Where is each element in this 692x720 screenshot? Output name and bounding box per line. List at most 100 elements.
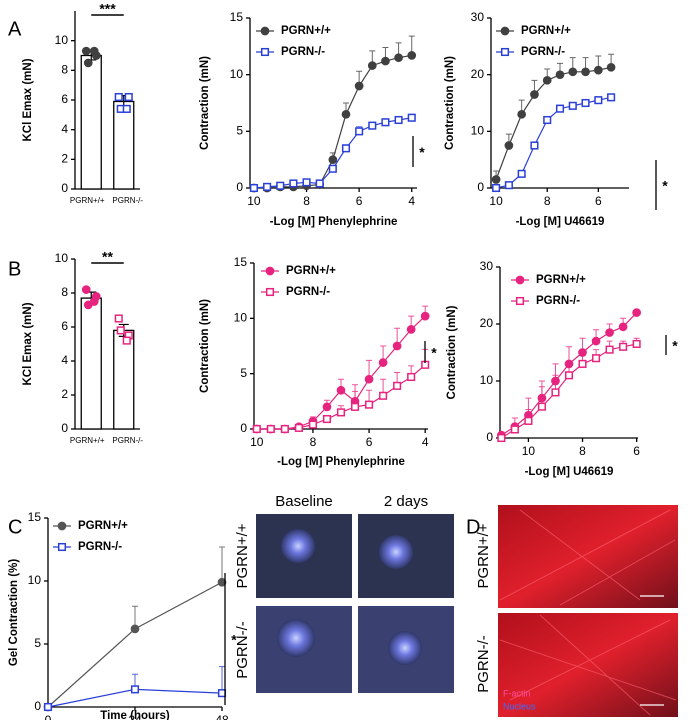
x-tick-label: 8	[544, 194, 551, 208]
point	[114, 92, 123, 102]
panel-label: B	[8, 258, 21, 280]
stain-row: PGRN+/+	[475, 523, 492, 588]
point	[392, 341, 402, 351]
point	[607, 93, 616, 102]
legend-marker	[500, 26, 510, 36]
point	[364, 374, 374, 384]
y-tick-label: 30	[480, 259, 494, 273]
point	[407, 113, 416, 122]
point	[524, 416, 533, 425]
point	[336, 408, 346, 417]
point	[605, 345, 614, 354]
point	[420, 311, 430, 321]
fibers	[499, 509, 677, 716]
y-tick-label: 0	[236, 180, 243, 194]
y-tick-label: 10	[55, 251, 69, 265]
point	[592, 354, 601, 363]
y-tick-label: 30	[471, 10, 485, 24]
point	[504, 141, 514, 150]
y-tick-label: 5	[240, 366, 247, 380]
point	[381, 56, 390, 66]
y-tick-label: 4	[61, 122, 68, 136]
legend-label: PGRN-/-	[286, 286, 330, 298]
point	[280, 424, 289, 434]
legend-label: PGRN+/+	[521, 25, 571, 37]
point	[594, 96, 603, 105]
y-axis-label: Gel Contraction (%)	[8, 559, 20, 667]
y-tick-label: 20	[480, 316, 494, 330]
point	[294, 423, 303, 432]
y-tick-label: 0	[61, 421, 68, 435]
point	[530, 141, 539, 150]
legend-marker	[265, 266, 275, 276]
bar	[80, 297, 102, 430]
point	[350, 402, 360, 411]
x-tick-label: 6	[633, 444, 640, 458]
point	[605, 328, 614, 337]
point	[591, 336, 601, 346]
point	[252, 424, 261, 434]
point	[83, 58, 93, 68]
point	[130, 624, 140, 634]
point	[336, 385, 346, 395]
point	[122, 336, 131, 345]
x-tick-label: PGRN+/+	[70, 436, 105, 445]
point	[542, 75, 552, 85]
point	[302, 178, 311, 187]
y-tick-label: 0	[486, 430, 493, 444]
y-axis-label: Contraction (mN)	[199, 299, 211, 393]
point	[266, 424, 275, 434]
gel	[277, 619, 315, 657]
point	[555, 104, 565, 113]
legend-label: PGRN+/+	[281, 25, 331, 37]
point	[407, 51, 417, 60]
point	[492, 183, 501, 193]
y-tick-label: 2	[61, 152, 68, 166]
significance: *	[231, 632, 237, 648]
point	[578, 359, 587, 368]
y-axis-label: Contraction (mN)	[446, 305, 458, 399]
legend-marker	[265, 287, 275, 297]
point	[89, 297, 99, 306]
point	[116, 326, 125, 335]
y-tick-label: 10	[234, 311, 248, 325]
point	[543, 115, 552, 125]
point	[365, 400, 374, 409]
point	[581, 98, 590, 108]
point	[497, 433, 506, 443]
point	[568, 67, 578, 77]
y-tick-label: 10	[28, 573, 42, 587]
y-tick-label: 5	[34, 636, 41, 650]
y-tick-label: 0	[34, 699, 41, 713]
y-tick-label: 15	[234, 255, 248, 269]
y-tick-label: 0	[477, 180, 484, 194]
bar	[80, 54, 102, 190]
point	[81, 46, 91, 56]
point	[517, 169, 526, 178]
x-tick-label: 4	[422, 435, 429, 449]
point	[368, 121, 377, 130]
photo-row: PGRN-/-	[234, 621, 251, 679]
gel	[281, 529, 315, 563]
x-axis-label: -Log [M] U46619	[525, 466, 614, 478]
y-tick-label: 6	[61, 92, 68, 106]
point	[551, 388, 560, 397]
y-tick-label: 2	[61, 387, 68, 401]
point	[354, 81, 364, 91]
point	[568, 101, 577, 110]
point	[217, 689, 227, 698]
y-tick-label: 10	[471, 124, 485, 138]
significance: *	[662, 178, 668, 194]
y-tick-label: 0	[240, 421, 247, 435]
point	[81, 285, 91, 294]
significance: ***	[99, 1, 116, 17]
point	[581, 67, 590, 77]
x-axis-label: Time (hours)	[100, 710, 170, 720]
y-tick-label: 5	[236, 124, 243, 138]
point	[406, 325, 416, 334]
legend-marker	[500, 47, 510, 57]
y-tick-label: 4	[61, 353, 68, 367]
y-tick-label: 15	[230, 10, 244, 24]
point	[510, 425, 519, 434]
point	[491, 175, 501, 184]
